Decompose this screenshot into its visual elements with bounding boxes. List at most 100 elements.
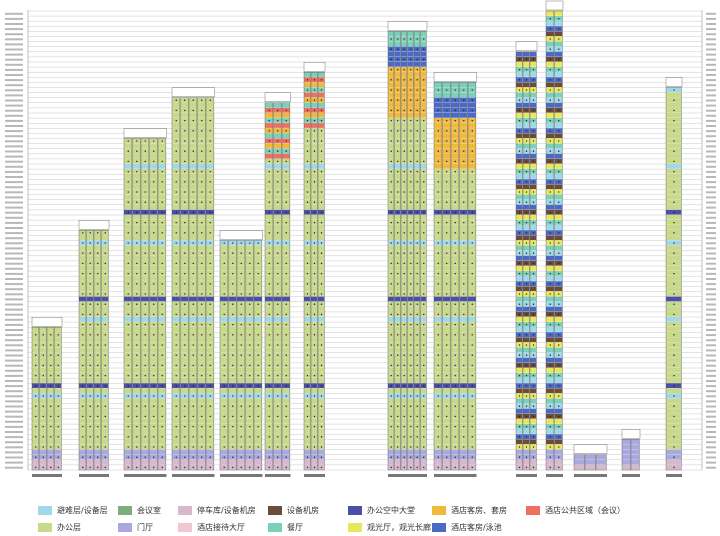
stop-dot — [153, 252, 155, 254]
shaft-cell — [180, 194, 189, 200]
stop-dot — [518, 313, 521, 316]
shaft-cell — [149, 276, 158, 281]
shaft-cell — [124, 204, 132, 210]
shaft-cell — [311, 143, 318, 149]
stop-dot — [416, 354, 418, 356]
shaft-cell — [124, 357, 132, 363]
stop-dot — [50, 415, 52, 418]
stop-dot — [397, 293, 399, 295]
shaft-cell — [622, 449, 631, 455]
shaft-cell — [530, 62, 537, 67]
shaft-cell — [434, 204, 442, 210]
shaft-cell — [189, 347, 197, 353]
shaft-cell — [265, 347, 273, 353]
shaft-cell — [401, 51, 407, 57]
stop-dot — [42, 374, 44, 377]
stop-dot — [549, 425, 551, 428]
stop-dot — [201, 221, 203, 224]
stop-dot — [558, 293, 560, 295]
stop-dot — [532, 232, 535, 234]
shaft-cell — [158, 235, 166, 241]
shaft-cell — [434, 184, 442, 190]
stop-dot — [192, 446, 194, 448]
shaft-cell — [158, 296, 166, 302]
stop-dot — [35, 415, 37, 418]
stop-dot — [320, 466, 323, 469]
floor-label-left — [5, 109, 23, 112]
stop-dot — [313, 130, 316, 132]
stop-dot — [454, 150, 456, 152]
stop-dot — [454, 242, 456, 244]
shaft-cell — [132, 266, 141, 271]
shaft-cell — [530, 51, 537, 57]
floor-label-right — [706, 17, 716, 20]
stop-dot — [57, 385, 59, 387]
stop-dot — [268, 130, 270, 132]
stop-dot — [192, 130, 194, 132]
stop-dot — [532, 323, 535, 326]
shaft-cell — [54, 357, 62, 363]
shaft-cell — [273, 429, 282, 434]
stop-dot — [410, 109, 412, 112]
shaft-cell — [516, 225, 523, 230]
stop-dot — [532, 303, 535, 305]
shaft-cell — [39, 378, 47, 383]
stop-dot — [285, 466, 287, 469]
shaft-cell — [434, 398, 442, 404]
floor-label-right — [706, 339, 716, 342]
shaft-cell — [124, 317, 132, 322]
shaft-cell — [86, 317, 94, 322]
stop-dot — [35, 334, 37, 336]
shaft-cell — [237, 408, 245, 414]
shaft-cell — [197, 194, 206, 200]
shaft-cell — [420, 92, 427, 98]
stop-dot — [209, 415, 211, 418]
shaft-cell — [516, 429, 523, 434]
shaft-cell — [141, 286, 149, 292]
shaft-cell — [101, 327, 109, 332]
shaft-cell — [149, 174, 158, 179]
floor-label-left — [5, 293, 23, 296]
shaft-cell — [394, 113, 401, 118]
floor-label-right — [706, 170, 716, 173]
stop-dot — [184, 283, 186, 285]
shaft-cell — [523, 102, 530, 108]
shaft-cell — [468, 317, 476, 322]
shaft-cell — [459, 388, 468, 394]
stop-dot — [397, 58, 399, 61]
stop-dot — [410, 344, 412, 346]
stop-dot — [471, 119, 473, 122]
shaft-cell — [172, 327, 180, 332]
shaft-cell — [254, 276, 262, 281]
shaft-cell — [197, 266, 206, 271]
shaft-cell — [124, 184, 132, 190]
stop-dot — [268, 221, 270, 224]
stop-dot — [673, 303, 675, 305]
stop-dot — [549, 201, 551, 203]
stop-dot — [268, 456, 270, 458]
shaft-cell — [546, 245, 554, 251]
stop-dot — [285, 160, 287, 163]
stop-dot — [35, 385, 37, 387]
stop-dot — [104, 354, 106, 356]
stop-dot — [306, 99, 309, 101]
stop-dot — [403, 150, 405, 152]
stop-dot — [127, 405, 129, 407]
stop-dot — [313, 252, 316, 254]
stop-dot — [397, 79, 399, 81]
stop-dot — [532, 272, 535, 275]
shaft-cell — [94, 266, 101, 271]
shaft-outline — [400, 31, 408, 471]
shaft-cell — [516, 92, 523, 98]
stop-dot — [232, 334, 234, 336]
stop-dot — [306, 436, 309, 438]
stop-dot — [144, 140, 146, 142]
shaft-cell — [94, 439, 101, 445]
shaft-cell — [265, 194, 273, 200]
stop-dot — [136, 201, 138, 203]
stop-dot — [463, 262, 465, 265]
stop-dot — [471, 191, 473, 193]
shaft-cell — [666, 174, 682, 179]
stop-dot — [89, 242, 91, 244]
stop-dot — [257, 354, 259, 356]
